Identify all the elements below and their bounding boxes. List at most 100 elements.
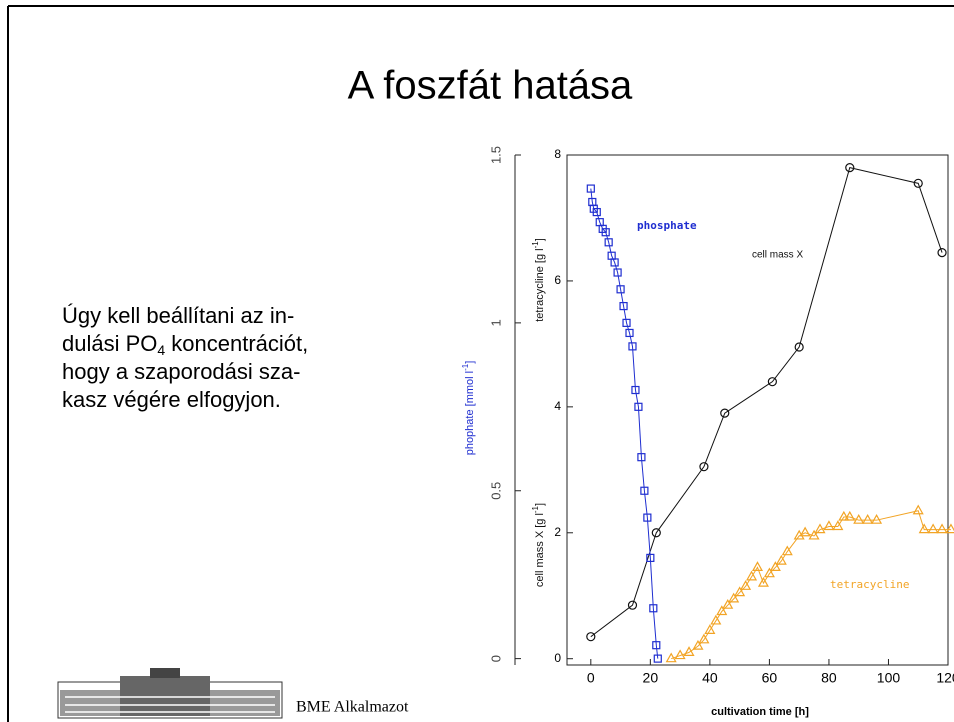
point xyxy=(592,207,601,217)
point xyxy=(601,228,610,237)
body-line: hogy a szaporodási sza- xyxy=(62,359,300,384)
text-part: kasz végére elfogyjon. xyxy=(62,387,281,412)
y-tick-label: 2 xyxy=(554,525,561,539)
y-tick-label: 4 xyxy=(554,399,561,413)
point xyxy=(653,654,662,663)
subscript: 4 xyxy=(157,342,165,358)
slide-title: A foszfát hatása xyxy=(348,64,633,108)
series-line xyxy=(590,188,659,659)
point xyxy=(649,604,658,613)
point xyxy=(832,520,844,531)
point xyxy=(844,510,856,521)
label-part: phophate [mmol l xyxy=(464,371,476,455)
point xyxy=(853,513,865,524)
point xyxy=(720,408,730,418)
series-label: phosphate xyxy=(637,219,697,232)
point xyxy=(628,342,637,351)
point xyxy=(722,598,734,609)
body-line: dulási PO4 koncentrációt, xyxy=(62,331,308,358)
point xyxy=(631,385,640,395)
logo xyxy=(57,668,283,719)
point xyxy=(646,553,655,562)
label-part: ] xyxy=(534,238,546,241)
label-part: cell mass X [g l xyxy=(534,513,546,587)
point xyxy=(674,649,686,660)
point xyxy=(734,586,746,597)
x-tick-label: 80 xyxy=(821,670,837,686)
body-line: Úgy kell beállítani az in- xyxy=(62,303,294,328)
point xyxy=(937,247,947,258)
point xyxy=(699,462,709,472)
point xyxy=(627,600,638,610)
y-tick-label: 6 xyxy=(554,273,561,287)
point xyxy=(913,178,923,188)
point xyxy=(927,523,939,534)
point xyxy=(767,377,777,387)
y2-axis-label: phophate [mmol l-1] xyxy=(461,361,476,456)
point xyxy=(651,528,661,538)
point xyxy=(710,614,722,625)
text-part: koncentrációt, xyxy=(165,331,308,356)
label-part: tetracycline [g l xyxy=(534,248,546,321)
text-part: dulási PO xyxy=(62,331,157,356)
point xyxy=(698,633,710,644)
footer: BME Alkalmazot xyxy=(296,699,409,716)
text-part: hogy a szaporodási sza- xyxy=(62,359,300,384)
y2-tick-label: 0.5 xyxy=(488,482,503,500)
y2-tick-label: 1 xyxy=(488,319,503,326)
x-tick-label: 0 xyxy=(587,670,595,686)
point xyxy=(613,268,622,277)
y2-tick-label: 1.5 xyxy=(488,146,503,164)
point xyxy=(740,580,752,590)
text-part: Úgy kell beállítani az in- xyxy=(62,303,294,328)
y-tick-label: 8 xyxy=(554,147,561,161)
point xyxy=(769,561,781,572)
body-text: Úgy kell beállítani az in-dulási PO4 kon… xyxy=(62,303,308,412)
point xyxy=(604,238,613,247)
x-tick-label: 60 xyxy=(762,670,778,686)
point xyxy=(763,567,775,578)
point xyxy=(586,632,596,642)
point xyxy=(862,513,874,524)
point xyxy=(775,554,787,565)
y2-tick-label: 0 xyxy=(488,655,503,662)
point xyxy=(799,526,811,537)
point xyxy=(716,605,728,616)
y-tick-label: 0 xyxy=(554,651,561,665)
point xyxy=(912,504,924,515)
point xyxy=(704,624,716,634)
body-line: kasz végére elfogyjon. xyxy=(62,387,281,412)
x-tick-label: 100 xyxy=(877,670,901,686)
series-label: tetracycline xyxy=(830,578,909,591)
point xyxy=(871,513,883,524)
point xyxy=(634,402,643,411)
label-part: ] xyxy=(464,361,476,364)
label-part: -1 xyxy=(461,363,470,371)
point xyxy=(637,453,646,462)
point xyxy=(622,318,631,327)
y-axis-label: cell mass X [g l-1] xyxy=(531,503,546,587)
label-part: ] xyxy=(534,503,546,506)
point xyxy=(845,162,855,173)
point xyxy=(640,486,649,495)
x-tick-label: 20 xyxy=(643,670,659,686)
point xyxy=(616,285,625,294)
point xyxy=(665,652,677,663)
point xyxy=(808,529,820,540)
point xyxy=(823,520,835,531)
point xyxy=(586,184,595,193)
point xyxy=(838,510,850,521)
y-axis-label: tetracycline [g l-1] xyxy=(531,238,546,322)
point xyxy=(814,523,826,534)
point xyxy=(781,545,793,556)
label-part: -1 xyxy=(531,505,540,513)
series-label: cell mass X xyxy=(752,250,803,261)
point xyxy=(794,342,804,352)
point xyxy=(643,513,652,522)
x-tick-label: 40 xyxy=(702,670,718,686)
point xyxy=(625,328,634,338)
x-tick-label: 120 xyxy=(936,670,954,686)
point xyxy=(652,641,661,650)
point xyxy=(683,646,695,657)
